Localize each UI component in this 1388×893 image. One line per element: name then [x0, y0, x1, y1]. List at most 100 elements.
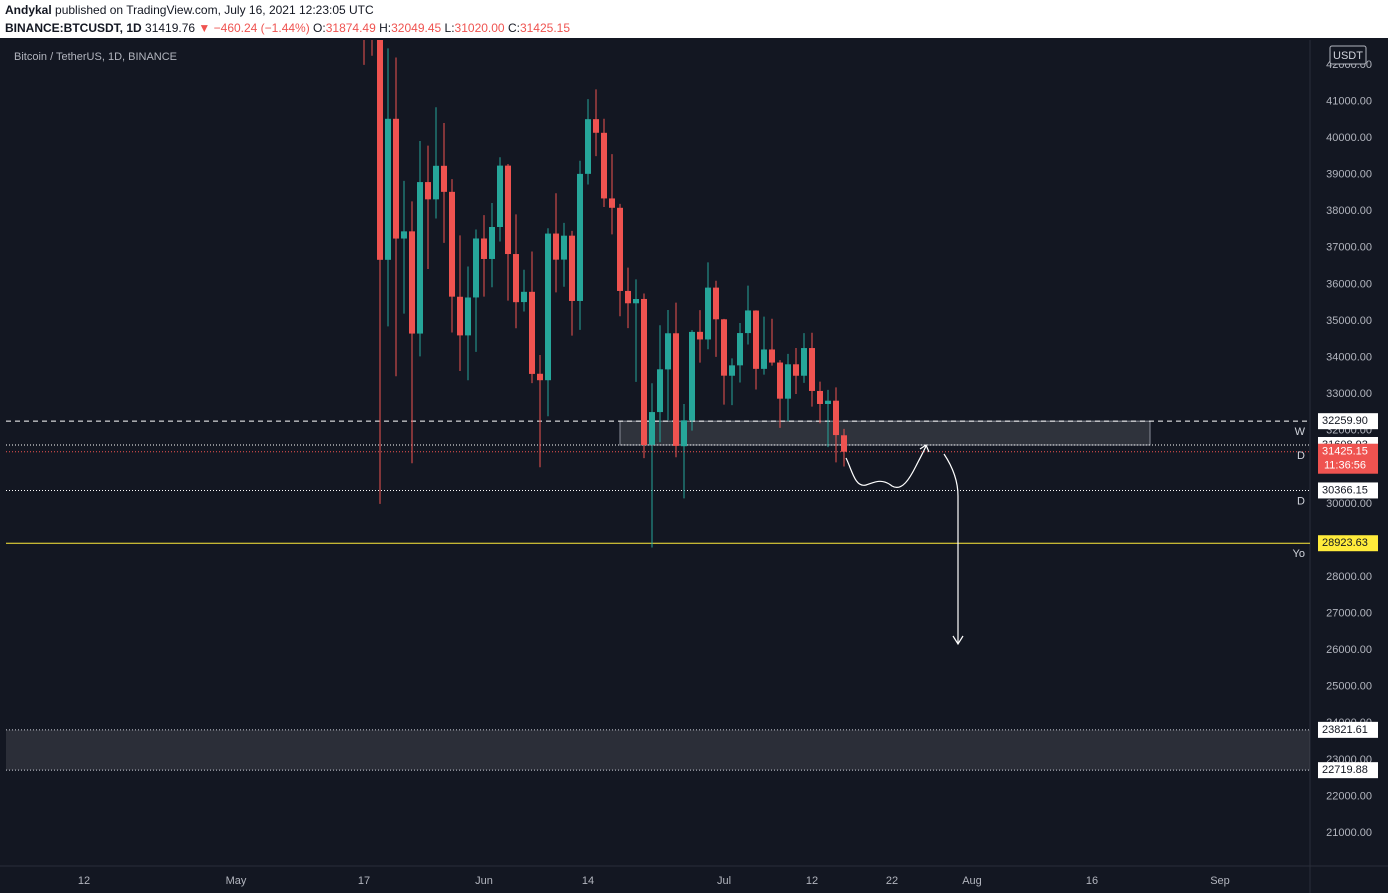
- candle-body: [761, 349, 767, 369]
- last: 31419.76: [145, 21, 196, 35]
- candle-body: [537, 373, 543, 381]
- candle-body: [705, 287, 711, 340]
- candle-body: [569, 235, 575, 301]
- candle-body: [553, 233, 559, 260]
- ohlc-value: 31425.15: [519, 21, 571, 35]
- candle-body: [737, 333, 743, 366]
- candle-body: [505, 165, 511, 255]
- last-price-box: [1318, 443, 1378, 474]
- candle-body: [401, 231, 407, 239]
- level-tag: D: [1297, 450, 1305, 462]
- candle-body: [841, 435, 847, 452]
- candle-body: [785, 364, 791, 399]
- candle-body: [809, 348, 815, 391]
- x-tick-label: Sep: [1210, 875, 1230, 887]
- candle-body: [721, 319, 727, 376]
- x-tick-label: 12: [78, 875, 90, 887]
- candle-body: [793, 364, 799, 376]
- drawing: [845, 444, 964, 646]
- y-tick-label: 28000.00: [1326, 571, 1372, 583]
- candle-body: [609, 198, 615, 208]
- y-tick-label: 34000.00: [1326, 351, 1372, 363]
- candle-body: [601, 132, 607, 199]
- x-tick-label: 22: [886, 875, 898, 887]
- ohlc-value: 31874.49: [325, 21, 376, 35]
- y-tick-label: 21000.00: [1326, 827, 1372, 839]
- y-tick-label: 36000.00: [1326, 278, 1372, 290]
- candle-body: [689, 331, 695, 421]
- price-label: 23821.61: [1322, 724, 1368, 736]
- symbol: BINANCE:BTCUSDT, 1D: [5, 21, 142, 35]
- price-label-box: [1318, 413, 1378, 430]
- price-label-box: [1318, 721, 1378, 738]
- candle-body: [497, 165, 503, 228]
- price-label-box: [1318, 482, 1378, 499]
- level-tag: D: [1297, 495, 1305, 507]
- ohlc-value: 31020.00: [454, 21, 505, 35]
- y-tick-label: 30000.00: [1326, 498, 1372, 510]
- ohlc-label: O:: [313, 21, 326, 35]
- candle-body: [529, 291, 535, 374]
- candle-body: [593, 119, 599, 133]
- chart: 21000.0022000.0023000.0024000.0025000.00…: [0, 38, 1388, 893]
- candle-body: [673, 333, 679, 446]
- y-tick-label: 27000.00: [1326, 607, 1372, 619]
- candle-body: [713, 287, 719, 320]
- x-tick-label: 17: [358, 875, 370, 887]
- candle-body: [697, 331, 703, 340]
- candle-body: [425, 182, 431, 200]
- candle-body: [649, 412, 655, 445]
- candle-body: [577, 173, 583, 301]
- candle-body: [625, 290, 631, 304]
- candle-body: [769, 349, 775, 363]
- candle-body: [641, 298, 647, 446]
- candle-body: [377, 40, 383, 260]
- candle-body: [633, 298, 639, 304]
- chart-title: Bitcoin / TetherUS, 1D, BINANCE: [14, 51, 177, 63]
- y-tick-label: 33000.00: [1326, 388, 1372, 400]
- header-line-1: Andykal published on TradingView.com, Ju…: [5, 1, 570, 19]
- candle-body: [817, 390, 823, 404]
- last-price-label: 31425.15: [1322, 446, 1368, 458]
- y-tick-label: 40000.00: [1326, 132, 1372, 144]
- change: ▼ −460.24 (−1.44%): [198, 21, 310, 35]
- currency-box[interactable]: [1329, 45, 1367, 65]
- candle-body: [801, 348, 807, 376]
- countdown: 11:36:56: [1324, 460, 1366, 472]
- x-tick-label: 16: [1086, 875, 1098, 887]
- ohlc-value: 32049.45: [391, 21, 442, 35]
- plot: [6, 40, 1310, 771]
- candle-body: [729, 365, 735, 376]
- x-tick-label: Jul: [717, 875, 731, 887]
- candle-body: [473, 238, 479, 298]
- arrow-head: [919, 444, 930, 453]
- candle-body: [665, 333, 671, 370]
- level-tag: W: [1295, 426, 1306, 438]
- y-tick-label: 35000.00: [1326, 315, 1372, 327]
- box: [619, 420, 1151, 446]
- candle-body: [489, 227, 495, 259]
- candle-body: [545, 233, 551, 381]
- price-label: 32259.90: [1322, 415, 1368, 427]
- candle-body: [657, 369, 663, 413]
- currency[interactable]: USDT: [1333, 50, 1363, 62]
- x-tick-label: May: [226, 875, 247, 887]
- y-tick-label: 22000.00: [1326, 790, 1372, 802]
- author[interactable]: Andykal: [5, 3, 52, 17]
- y-tick-label: 39000.00: [1326, 169, 1372, 181]
- candle-body: [481, 238, 487, 259]
- candle-body: [457, 296, 463, 336]
- candle-body: [833, 400, 839, 436]
- candle-body: [777, 362, 783, 399]
- candle-body: [409, 231, 415, 334]
- ohlc-label: C:: [507, 21, 520, 35]
- candle-body: [465, 297, 471, 336]
- candle-body: [585, 119, 591, 174]
- candle-body: [417, 182, 423, 334]
- candle-body: [393, 118, 399, 239]
- zone: [6, 729, 1310, 771]
- x-tick-label: Jun: [475, 875, 493, 887]
- y-tick-label: 37000.00: [1326, 242, 1372, 254]
- chart-background: [0, 38, 1388, 893]
